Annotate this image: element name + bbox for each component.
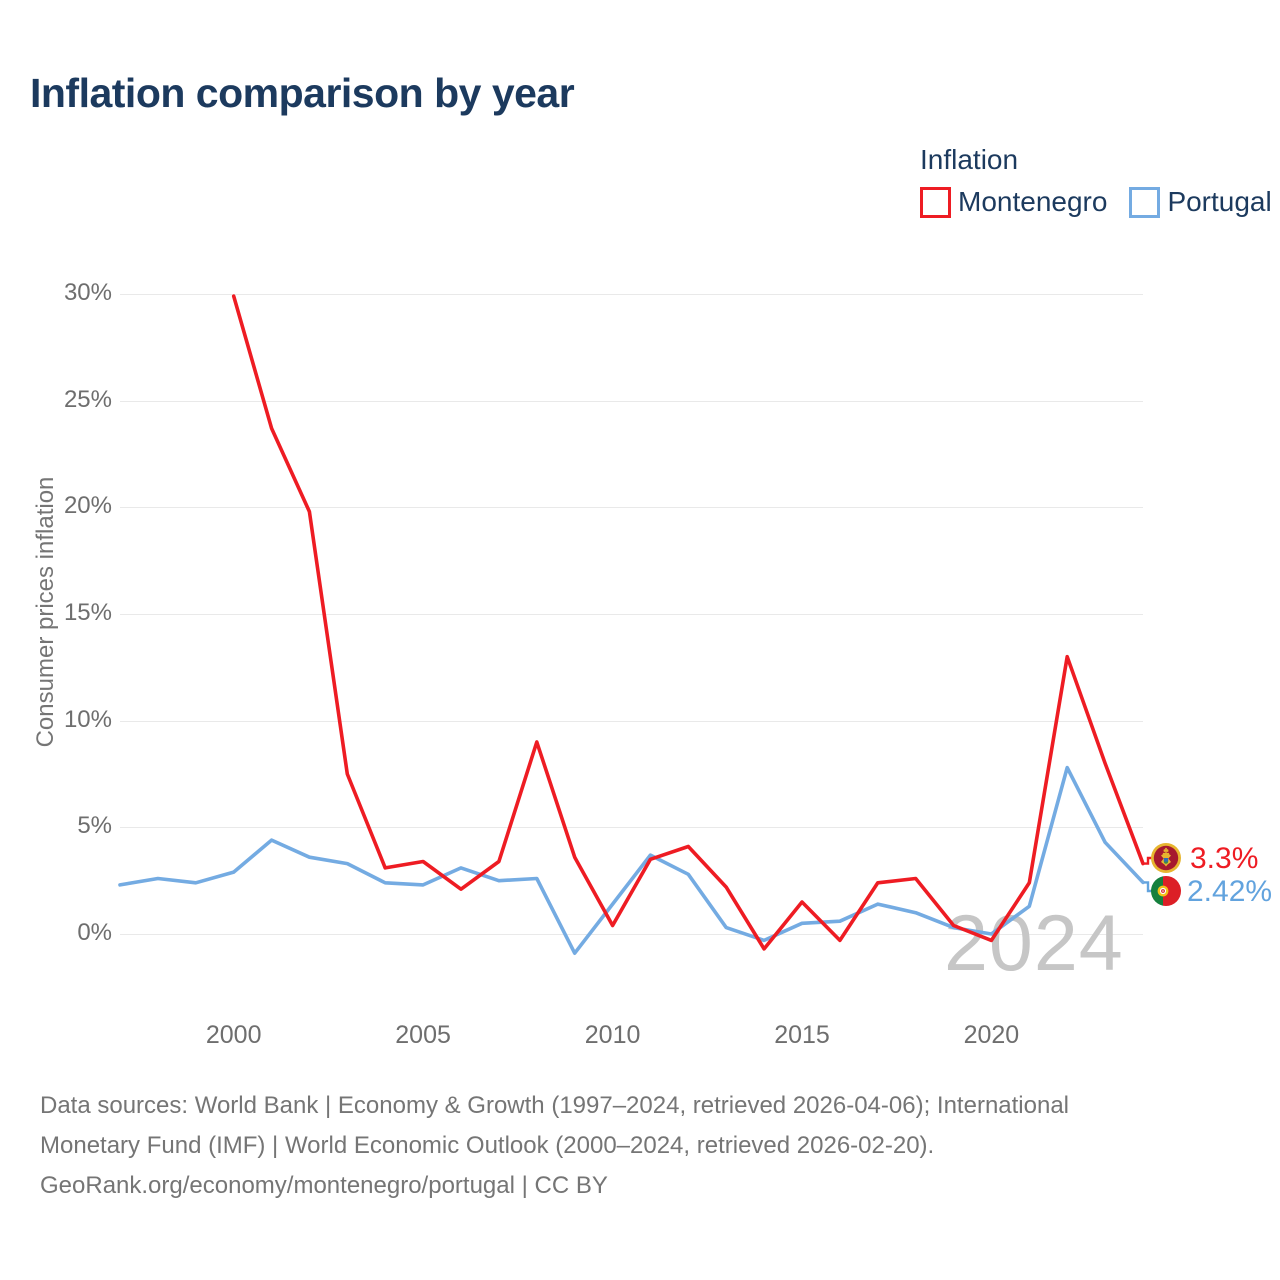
x-axis-tick-label: 2015 — [774, 1021, 830, 1049]
legend-item-portugal[interactable]: Portugal — [1129, 186, 1272, 218]
portugal-end-value: 2.42% — [1187, 875, 1273, 908]
montenegro-end-value: 3.3% — [1190, 842, 1259, 875]
data-sources-footer: Data sources: World Bank | Economy & Gro… — [40, 1086, 1250, 1206]
footer-line: Monetary Fund (IMF) | World Economic Out… — [40, 1132, 935, 1159]
x-axis-tick-label: 2005 — [395, 1021, 451, 1049]
footer-line: GeoRank.org/economy/montenegro/portugal … — [40, 1172, 608, 1199]
y-axis-tick-label: 20% — [63, 492, 112, 520]
series-line-montenegro[interactable] — [231, 294, 1145, 951]
gridline — [120, 400, 1143, 402]
y-axis-tick-label: 30% — [63, 279, 112, 306]
montenegro-swatch-icon — [920, 186, 951, 218]
page-title: Inflation comparison by year — [30, 70, 575, 116]
legend-row: Montenegro Portugal — [920, 186, 1272, 218]
y-axis-tick-label: 0% — [77, 919, 112, 946]
legend-label: Montenegro — [958, 186, 1108, 217]
portugal-swatch-icon — [1129, 186, 1161, 218]
y-axis-tick-label: 15% — [63, 599, 112, 626]
portugal-flag-icon — [1151, 876, 1181, 906]
y-axis-tick-label: 25% — [63, 385, 112, 413]
x-axis-tick-label: 2000 — [205, 1021, 262, 1049]
y-axis-tick-label: 5% — [77, 812, 112, 840]
watermark-year: 2024 — [944, 898, 1124, 987]
gridline — [120, 827, 1143, 829]
footer-line: Data sources: World Bank | Economy & Gro… — [40, 1092, 1070, 1119]
legend-item-montenegro[interactable]: Montenegro — [920, 186, 1107, 218]
legend-title: Inflation — [920, 144, 1019, 175]
legend-label: Portugal — [1167, 186, 1272, 217]
gridline — [120, 507, 1143, 509]
montenegro-flag-icon — [1151, 843, 1181, 873]
y-axis-tick-label: 10% — [63, 705, 112, 733]
gridline — [120, 614, 1143, 615]
gridline — [120, 720, 1143, 722]
x-axis-tick-label: 2010 — [584, 1021, 641, 1049]
chart-legend: Inflation Montenegro Portugal — [920, 144, 1272, 218]
gridline — [120, 294, 1143, 295]
x-axis-tick-label: 2020 — [963, 1021, 1020, 1049]
